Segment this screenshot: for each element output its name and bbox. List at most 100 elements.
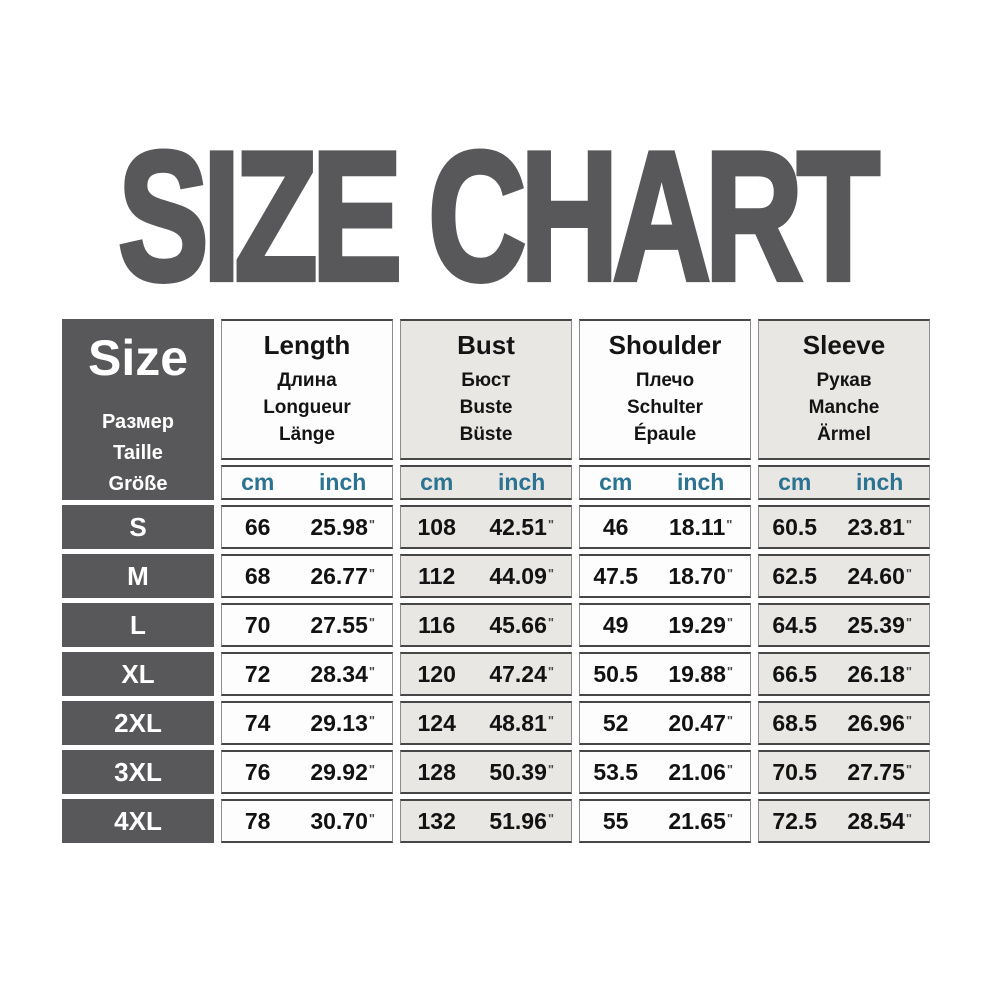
inch-value: 28.34	[310, 660, 368, 687]
column-translation: Büste	[459, 424, 513, 446]
size-label-xl: XL	[62, 652, 214, 696]
inch-value-wrap: 26.96"	[830, 710, 929, 737]
cm-value: 46	[602, 513, 629, 540]
inch-mark: "	[726, 516, 733, 532]
inch-value-wrap: 27.75"	[830, 759, 929, 786]
inch-mark: "	[905, 663, 913, 679]
inch-value-wrap: 18.11"	[651, 514, 750, 541]
column-translation: Рукав	[816, 370, 872, 392]
inch-value-wrap: 20.47"	[651, 710, 750, 737]
inch-value: 26.96	[847, 709, 905, 736]
cell-sleeve-3xl: 70.5 27.75"	[758, 750, 930, 794]
cm-value: 78	[244, 807, 271, 834]
inch-value: 18.70	[668, 562, 726, 589]
inch-mark: "	[905, 565, 913, 581]
cm-value: 62.5	[772, 562, 818, 589]
inch-value-wrap: 19.88"	[651, 661, 750, 688]
inch-value: 25.39	[847, 611, 905, 638]
inch-value: 29.92	[310, 758, 368, 785]
cell-sleeve-4xl: 72.5 28.54"	[758, 799, 930, 843]
cm-value: 120	[417, 660, 456, 687]
units-cell-shoulder: cm inch	[579, 465, 751, 500]
units-cell-sleeve: cm inch	[758, 465, 930, 500]
cm-value: 50.5	[593, 660, 639, 687]
size-header-label: Size	[87, 330, 189, 386]
inch-value: 27.55	[310, 611, 368, 638]
cm-value: 128	[417, 758, 456, 785]
inch-mark: "	[547, 810, 555, 826]
inch-mark: "	[905, 712, 913, 728]
inch-mark: "	[905, 761, 913, 777]
table-row-l: L 70 27.55" 116 45.66" 49 19.29" 64.5 25.39"	[62, 603, 930, 647]
cm-value: 112	[418, 562, 456, 589]
column-header-sleeve: Sleeve Рукав Manche Ärmel	[758, 319, 930, 461]
cell-length-s: 66 25.98"	[221, 505, 393, 549]
inch-value-wrap: 30.70"	[293, 808, 392, 835]
inch-value-wrap: 25.39"	[830, 612, 929, 639]
cell-bust-m: 112 44.09"	[400, 554, 572, 598]
inch-mark: "	[547, 712, 555, 728]
inch-value: 47.24	[489, 660, 547, 687]
inch-value: 20.47	[668, 709, 726, 736]
cell-bust-3xl: 128 50.39"	[400, 750, 572, 794]
inch-mark: "	[368, 516, 376, 532]
units-row: cm inch cm inch cm inch cm inch	[62, 465, 930, 500]
inch-value-wrap: 51.96"	[472, 808, 571, 835]
cm-value: 47.5	[593, 562, 639, 589]
cm-value: 49	[602, 611, 629, 638]
inch-value-wrap: 29.13"	[293, 710, 392, 737]
inch-value: 25.98	[310, 513, 368, 540]
inch-mark: "	[547, 761, 555, 777]
column-title-bust: Bust	[457, 330, 515, 361]
column-header-shoulder: Shoulder Плечо Schulter Épaule	[579, 319, 751, 461]
cell-bust-xl: 120 47.24"	[400, 652, 572, 696]
cm-value: 76	[244, 758, 271, 785]
size-header-translation: Размер	[101, 411, 175, 433]
cell-shoulder-3xl: 53.5 21.06"	[579, 750, 751, 794]
inch-mark: "	[547, 516, 555, 532]
cell-bust-l: 116 45.66"	[400, 603, 572, 647]
cell-length-l: 70 27.55"	[221, 603, 393, 647]
size-header-translation: Taille	[113, 442, 163, 464]
size-label-4xl: 4XL	[62, 799, 214, 843]
cell-sleeve-m: 62.5 24.60"	[758, 554, 930, 598]
inch-value-wrap: 44.09"	[472, 563, 571, 590]
cm-value: 64.5	[772, 611, 818, 638]
inch-value: 44.09	[489, 562, 547, 589]
cm-value: 70.5	[772, 758, 818, 785]
unit-inch-label: inch	[498, 469, 546, 496]
unit-inch-label: inch	[677, 469, 725, 496]
cell-shoulder-2xl: 52 20.47"	[579, 701, 751, 745]
inch-value: 45.66	[489, 611, 547, 638]
size-label-l: L	[62, 603, 214, 647]
inch-value-wrap: 26.18"	[830, 661, 929, 688]
inch-mark: "	[368, 565, 376, 581]
inch-value: 24.60	[847, 562, 905, 589]
cm-value: 68.5	[772, 709, 818, 736]
cm-value: 66	[244, 513, 271, 540]
inch-value-wrap: 29.92"	[293, 759, 392, 786]
cm-value: 116	[418, 611, 456, 638]
inch-value: 27.75	[847, 758, 905, 785]
column-translation: Плечо	[635, 370, 695, 392]
size-column-header: Size Размер Taille Größe	[62, 319, 214, 500]
cell-length-m: 68 26.77"	[221, 554, 393, 598]
cm-value: 68	[244, 562, 271, 589]
unit-cm-label: cm	[778, 469, 812, 496]
cell-sleeve-2xl: 68.5 26.96"	[758, 701, 930, 745]
column-translation: Длина	[277, 370, 337, 392]
table-row-2xl: 2XL 74 29.13" 124 48.81" 52 20.47" 68.5 26.96"	[62, 701, 930, 745]
column-translation: Buste	[459, 397, 513, 419]
unit-inch-label: inch	[856, 469, 904, 496]
cm-value: 108	[417, 513, 456, 540]
inch-mark: "	[368, 810, 376, 826]
cell-shoulder-l: 49 19.29"	[579, 603, 751, 647]
unit-inch-label: inch	[319, 469, 367, 496]
table-row-m: M 68 26.77" 112 44.09" 47.5 18.70" 62.5 24.60"	[62, 554, 930, 598]
table-row-3xl: 3XL 76 29.92" 128 50.39" 53.5 21.06" 70.5 27.75"	[62, 750, 930, 794]
column-translation: Épaule	[633, 424, 697, 446]
inch-value-wrap: 50.39"	[472, 759, 571, 786]
cell-shoulder-s: 46 18.11"	[579, 505, 751, 549]
inch-mark: "	[547, 565, 555, 581]
